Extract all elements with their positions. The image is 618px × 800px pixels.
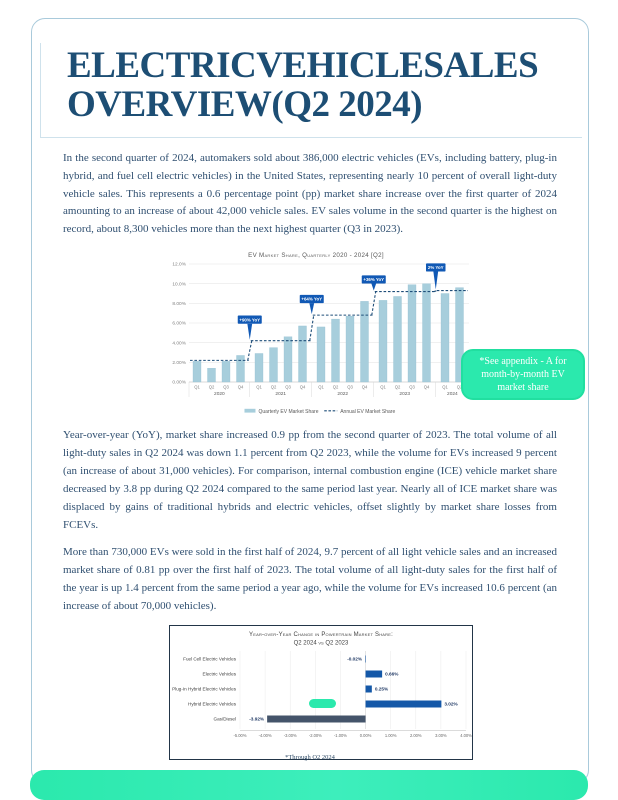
ev-market-share-chart: EV Market Share, Quarterly 2020 - 2024 [… xyxy=(151,248,481,425)
svg-text:Year-over-Year Change in Power: Year-over-Year Change in Powertrain Mark… xyxy=(249,632,393,638)
svg-text:Q3: Q3 xyxy=(347,385,353,390)
report-body: In the second quarter of 2024, automaker… xyxy=(63,150,557,760)
svg-text:Q1: Q1 xyxy=(442,385,448,390)
svg-text:Q3: Q3 xyxy=(223,385,229,390)
svg-text:2020: 2020 xyxy=(214,391,225,397)
svg-text:-4.00%: -4.00% xyxy=(259,733,272,738)
svg-text:2% YoY: 2% YoY xyxy=(428,265,444,270)
svg-text:Q2: Q2 xyxy=(209,385,215,390)
svg-text:4.00%: 4.00% xyxy=(460,733,472,738)
paragraph-yoy-comparison: Year-over-year (YoY), market share incre… xyxy=(63,429,557,531)
svg-text:Hybrid Electric Vehicles: Hybrid Electric Vehicles xyxy=(188,701,237,706)
report-page: ELECTRICVEHICLESALES OVERVIEW(Q2 2024) I… xyxy=(31,18,589,784)
svg-text:Q1: Q1 xyxy=(256,385,262,390)
svg-text:2.00%: 2.00% xyxy=(172,360,186,366)
svg-text:Q2: Q2 xyxy=(457,385,463,390)
svg-text:Q4: Q4 xyxy=(300,385,306,390)
svg-text:0.66%: 0.66% xyxy=(385,671,399,676)
svg-text:Plug-In Hybrid Electric Vehicl: Plug-In Hybrid Electric Vehicles xyxy=(172,686,237,691)
svg-text:12.0%: 12.0% xyxy=(172,262,186,268)
svg-text:Quarterly EV Market Share: Quarterly EV Market Share xyxy=(258,409,318,415)
svg-text:6.00%: 6.00% xyxy=(172,321,186,327)
svg-text:-5.00%: -5.00% xyxy=(234,733,247,738)
svg-text:2022: 2022 xyxy=(337,391,348,397)
svg-text:2021: 2021 xyxy=(275,391,286,397)
svg-text:-3.00%: -3.00% xyxy=(284,733,297,738)
report-title-block: ELECTRICVEHICLESALES OVERVIEW(Q2 2024) xyxy=(40,43,582,138)
svg-text:-2.00%: -2.00% xyxy=(309,733,322,738)
page-title-line2: OVERVIEW(Q2 2024) xyxy=(67,83,423,125)
svg-text:Q4: Q4 xyxy=(424,385,430,390)
svg-text:+64% YoY: +64% YoY xyxy=(301,297,322,302)
svg-text:-0.02%: -0.02% xyxy=(347,656,363,661)
svg-text:3.02%: 3.02% xyxy=(444,701,458,706)
svg-text:Q2: Q2 xyxy=(395,385,401,390)
footer-note: *Through Q2 2024 xyxy=(285,754,335,761)
svg-text:-1.00%: -1.00% xyxy=(334,733,347,738)
svg-text:0.25%: 0.25% xyxy=(375,686,389,691)
svg-text:+90% YoY: +90% YoY xyxy=(239,318,260,323)
paragraph-q2-overview: In the second quarter of 2024, automaker… xyxy=(63,151,557,236)
appendix-note: *See appendix - A for month-by-month EV … xyxy=(461,349,585,400)
paragraph-half-year: More than 730,000 EVs were sold in the f… xyxy=(63,545,557,612)
svg-text:-3.92%: -3.92% xyxy=(249,716,265,721)
svg-text:2023: 2023 xyxy=(399,391,410,397)
svg-text:1.00%: 1.00% xyxy=(385,733,397,738)
page-title: ELECTRICVEHICLESALES OVERVIEW(Q2 2024) xyxy=(67,45,582,125)
svg-text:Annual EV Market Share: Annual EV Market Share xyxy=(340,409,395,415)
powertrain-change-chart: Year-over-Year Change in Powertrain Mark… xyxy=(169,624,473,760)
svg-text:Q1: Q1 xyxy=(380,385,386,390)
teal-pill-decoration xyxy=(309,699,336,708)
svg-text:Q2: Q2 xyxy=(333,385,339,390)
svg-text:4.00%: 4.00% xyxy=(172,341,186,347)
svg-text:Q4: Q4 xyxy=(238,385,244,390)
svg-text:Q1: Q1 xyxy=(194,385,200,390)
svg-text:Q4: Q4 xyxy=(362,385,368,390)
svg-text:0.00%: 0.00% xyxy=(360,733,372,738)
svg-text:+36% YoY: +36% YoY xyxy=(363,277,384,282)
svg-text:Q3: Q3 xyxy=(409,385,415,390)
svg-text:Q2 2024 vs Q2 2023: Q2 2024 vs Q2 2023 xyxy=(294,640,349,646)
svg-text:0.00%: 0.00% xyxy=(172,380,186,386)
svg-text:2.00%: 2.00% xyxy=(410,733,422,738)
svg-text:8.00%: 8.00% xyxy=(172,301,186,307)
bottom-accent-band xyxy=(30,770,588,800)
svg-text:2024: 2024 xyxy=(447,391,458,397)
page-title-line1: ELECTRICVEHICLESALES xyxy=(67,45,539,86)
svg-text:Q1: Q1 xyxy=(318,385,324,390)
svg-text:Q2: Q2 xyxy=(271,385,277,390)
svg-text:EV Market Share, Quarterly 202: EV Market Share, Quarterly 2020 - 2024 [… xyxy=(248,252,384,259)
svg-text:Electric Vehicles: Electric Vehicles xyxy=(203,671,237,676)
svg-text:Fuel Cell Electric Vehicles: Fuel Cell Electric Vehicles xyxy=(183,656,237,661)
svg-text:3.00%: 3.00% xyxy=(435,733,447,738)
svg-text:10.0%: 10.0% xyxy=(172,282,186,288)
svg-text:Q3: Q3 xyxy=(285,385,291,390)
svg-text:Gas/Diesel: Gas/Diesel xyxy=(214,716,236,721)
